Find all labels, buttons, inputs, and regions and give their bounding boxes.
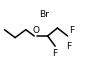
Text: F: F [69,26,74,35]
Text: Br: Br [40,10,49,19]
Text: O: O [32,26,39,35]
Text: F: F [52,49,57,58]
Text: F: F [66,42,71,51]
